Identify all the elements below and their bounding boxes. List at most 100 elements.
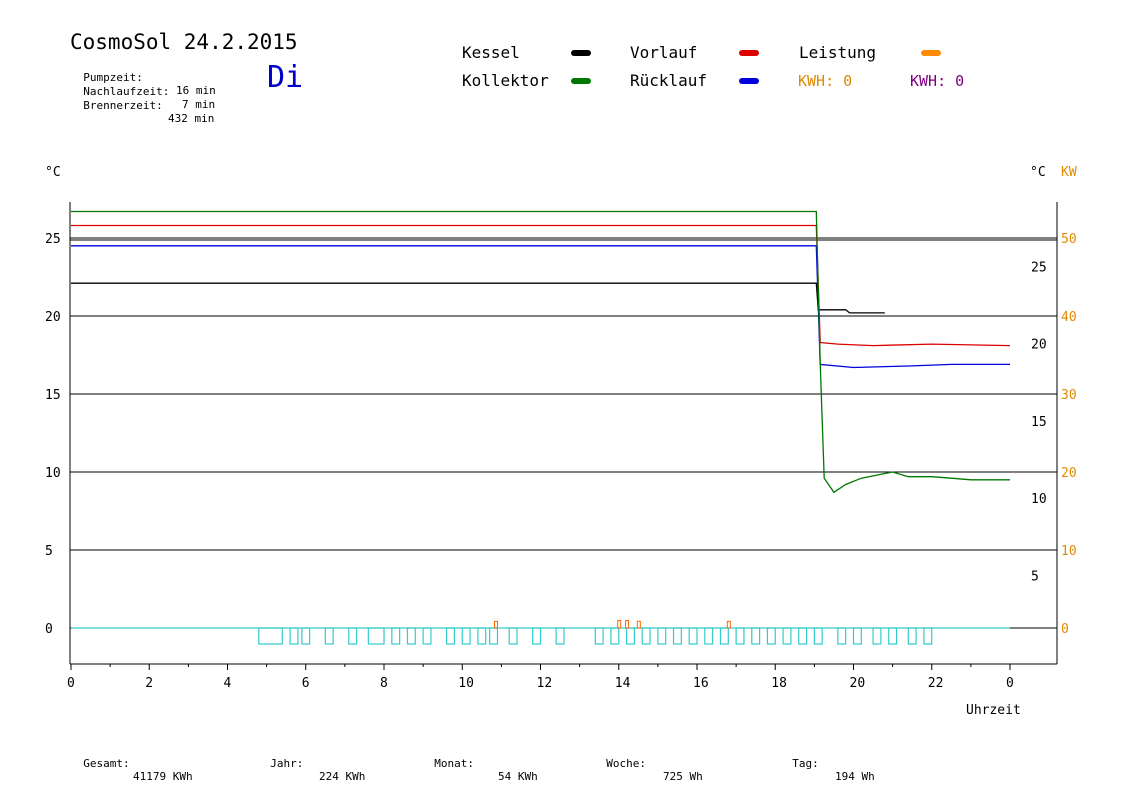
x-tick-label: 18 [771, 676, 787, 691]
footer-monat: Monat: 54 KWh [421, 744, 538, 783]
stat-value: 16 min [176, 84, 216, 97]
pump-pulse [610, 627, 620, 645]
pump-pulse [324, 627, 334, 645]
x-tick-label: 0 [1006, 676, 1014, 691]
stat-value: 7 min [182, 98, 216, 111]
pump-pulse [489, 627, 499, 645]
pump-pulse [704, 627, 714, 645]
y-left-tick-label: 0 [45, 622, 53, 637]
footer-label: Jahr: [270, 757, 304, 770]
y-kw-tick-label: 0 [1061, 622, 1069, 637]
footer-label: Monat: [434, 757, 474, 770]
legend-kessel-label: Kessel [462, 43, 520, 62]
pump-pulse [852, 627, 862, 645]
x-tick-label: 2 [145, 676, 153, 691]
leistung-spike [625, 620, 630, 629]
footer-jahr: Jahr: 224 KWh [257, 744, 365, 783]
pump-pulse [348, 627, 358, 645]
pump-pulse [625, 627, 636, 645]
x-tick-label: 10 [458, 676, 474, 691]
legend-kollektor-swatch [571, 78, 591, 84]
pump-pulse [657, 627, 667, 645]
pump-pulse [289, 627, 299, 645]
footer-value: 725 Wh [663, 770, 703, 783]
pump-pulse [798, 627, 808, 645]
x-tick-label: 12 [537, 676, 553, 691]
legend-ruecklauf-swatch [739, 78, 759, 84]
series-line-kollektor [71, 210, 1010, 494]
y-kw-tick-label: 50 [1061, 232, 1077, 247]
pump-pulse [735, 627, 745, 645]
pump-pulse [301, 627, 311, 645]
pump-pulse [719, 627, 729, 645]
pump-pulse [532, 627, 542, 645]
pump-pulse [923, 627, 933, 645]
pump-pulse [907, 627, 917, 645]
legend-vorlauf-swatch [739, 50, 759, 56]
leistung-spike [494, 620, 499, 629]
pump-pulse [766, 627, 776, 645]
y-right-tick-label: 20 [1031, 338, 1047, 353]
pump-pulse [367, 627, 385, 645]
footer-woche: Woche: 725 Wh [593, 744, 703, 783]
footer-label: Woche: [606, 757, 646, 770]
x-axis-label: Uhrzeit [966, 703, 1021, 718]
leistung-spike [636, 620, 641, 629]
footer-value: 224 KWh [319, 770, 366, 783]
x-tick-label: 16 [693, 676, 709, 691]
pump-pulse [406, 627, 416, 645]
y-right-tick-label: 15 [1031, 415, 1047, 430]
pump-pulse [422, 627, 432, 645]
pump-pulse [391, 627, 401, 645]
stat-label: Pumpzeit: [83, 71, 143, 84]
stat-nachlaufzeit: Nachlaufzeit: 7 min [70, 72, 215, 111]
pump-pulse [688, 627, 698, 645]
pump-pulse [508, 627, 518, 645]
series-line-ruecklauf [71, 245, 1010, 369]
pump-pulse [813, 627, 823, 645]
kwh-orange: KWH: 0 [798, 72, 853, 90]
legend-vorlauf-label: Vorlauf [630, 43, 698, 62]
footer-value: 54 KWh [498, 770, 538, 783]
legend-kessel-swatch [571, 50, 591, 56]
footer-gesamt: Gesamt: 41179 KWh [70, 744, 192, 783]
weekday-label: Di [267, 60, 304, 95]
footer-label: Gesamt: [83, 757, 130, 770]
stat-label: Nachlaufzeit: [83, 85, 170, 98]
leistung-spike [726, 620, 731, 629]
legend-kollektor-label: Kollektor [462, 71, 549, 90]
y-right-tick-label: 5 [1031, 569, 1039, 584]
legend-leistung-swatch [921, 50, 941, 56]
footer-label: Tag: [792, 757, 819, 770]
series-line-kessel [71, 282, 885, 314]
pump-pulse [446, 627, 456, 645]
x-tick-label: 8 [380, 676, 388, 691]
y-left-tick-label: 5 [45, 544, 53, 559]
legend-leistung-label: Leistung [799, 43, 877, 62]
stat-pumpzeit: Pumpzeit: 16 min [70, 58, 216, 97]
footer-tag: Tag: 194 Wh [779, 744, 875, 783]
pump-pulse [751, 627, 761, 645]
y-left-unit: °C [45, 165, 61, 180]
stat-label: Brennerzeit: [83, 99, 163, 112]
pump-pulse [672, 627, 682, 645]
pump-pulse [477, 627, 487, 645]
pump-pulse [641, 627, 651, 645]
pump-pulse [594, 627, 604, 645]
footer-value: 41179 KWh [133, 770, 193, 783]
y-kw-tick-label: 30 [1061, 388, 1077, 403]
pump-pulse [461, 627, 471, 645]
pump-pulse [872, 627, 882, 645]
x-tick-label: 0 [67, 676, 75, 691]
pump-pulse [782, 627, 792, 645]
stat-brennerzeit: Brennerzeit: 432 min [70, 86, 214, 125]
y-kw-tick-label: 20 [1061, 466, 1077, 481]
pump-pulse [258, 627, 283, 645]
y-right-tick-label: 10 [1031, 492, 1047, 507]
y-left-tick-label: 20 [45, 310, 61, 325]
kwh-purple: KWH: 0 [910, 72, 965, 90]
y-left-tick-label: 10 [45, 466, 61, 481]
x-tick-label: 22 [928, 676, 944, 691]
y-right-tick-label: 25 [1031, 260, 1047, 275]
